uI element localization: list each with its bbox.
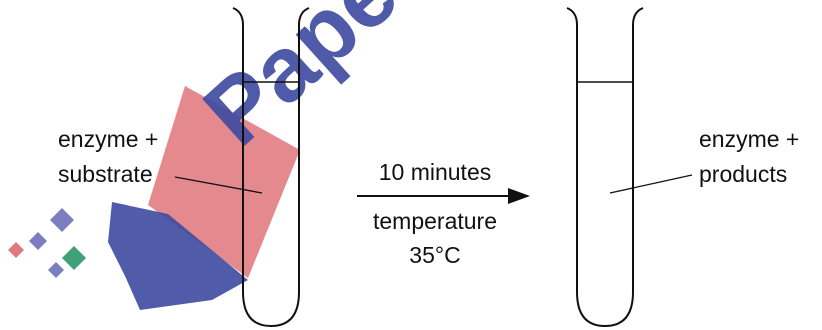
watermark-blue-shape — [108, 202, 248, 310]
reaction-temperature-label: temperature — [372, 208, 497, 234]
reaction-time-label: 10 minutes — [378, 159, 492, 185]
watermark-small-diamond-2 — [29, 232, 47, 250]
watermark-small-diamond-5 — [48, 262, 64, 278]
right-tube-label-line1: enzyme + — [699, 126, 800, 152]
left-test-tube — [174, 7, 310, 328]
watermark-small-diamond-3 — [8, 242, 24, 258]
right-tube-pointer-line — [609, 174, 693, 194]
reaction-arrow-head — [508, 188, 530, 204]
left-tube-label-line2: substrate — [58, 161, 153, 187]
right-tube-label-line2: products — [699, 161, 788, 187]
left-tube-outline — [232, 7, 310, 328]
watermark-small-diamond-1 — [50, 208, 74, 232]
reaction-arrow — [357, 188, 530, 204]
watermark-small-diamond-4 — [62, 246, 86, 270]
left-tube-label-line1: enzyme + — [58, 126, 159, 152]
left-tube-pointer-line — [174, 176, 263, 194]
right-test-tube — [566, 7, 693, 328]
reaction-temperature-value: 35°C — [409, 242, 461, 268]
right-tube-outline — [566, 7, 644, 328]
